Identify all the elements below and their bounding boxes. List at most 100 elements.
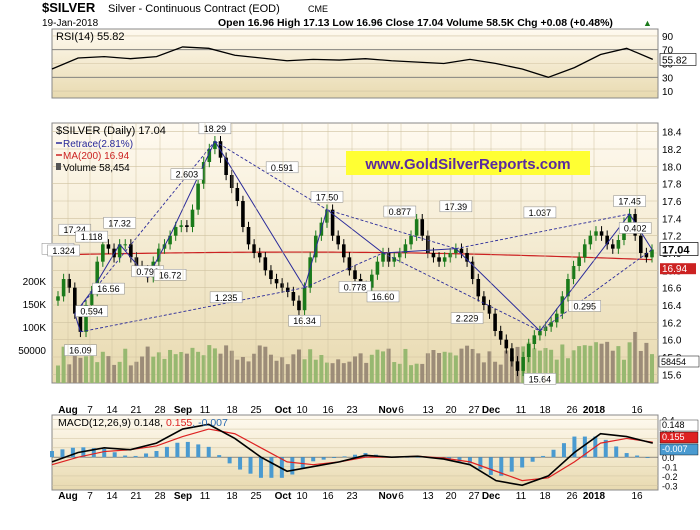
volume-bar (291, 354, 296, 383)
x-tick-label: 2018 (583, 405, 606, 416)
price-tick-label: 15.6 (662, 370, 682, 381)
price-label: 17.45 (618, 197, 641, 207)
price-chart: 18.418.218.017.817.617.417.217.016.816.6… (18, 122, 700, 385)
macd-histogram-bar (488, 457, 493, 475)
macd-histogram-bar (582, 436, 587, 458)
macd-histogram-bar (321, 457, 326, 460)
volume-bar (308, 349, 313, 383)
x-tick-label: 18 (539, 405, 551, 416)
candle-body (577, 257, 581, 266)
candle-body (392, 257, 397, 262)
volume-bar (151, 356, 156, 383)
volume-bar (56, 365, 60, 383)
macd-histogram-bar (645, 457, 650, 459)
volume-bar (168, 349, 173, 383)
candle-body (106, 244, 111, 249)
price-label-box (439, 200, 473, 213)
candle-body (157, 248, 161, 262)
volume-bar (358, 353, 363, 383)
candle-body (448, 253, 453, 258)
macd-histogram-bar (614, 446, 619, 458)
candle-body (302, 287, 307, 311)
price-label: 15.64 (529, 374, 552, 384)
candle-body (257, 253, 262, 258)
candle-body (409, 235, 413, 245)
volume-bar (95, 362, 100, 383)
volume-bar (431, 350, 436, 383)
macd-histogram-bar (499, 457, 504, 476)
candle-body (510, 348, 514, 362)
candle-body (431, 253, 436, 258)
volume-bar (207, 345, 212, 383)
volume-bar (409, 365, 414, 383)
volume-bar (319, 355, 324, 383)
candle-body (274, 279, 279, 284)
price-label: 16.60 (372, 292, 395, 302)
candle-body (252, 244, 256, 253)
candle-body (56, 296, 60, 301)
last-price-box (659, 242, 699, 256)
macd-histogram-bar (530, 457, 535, 462)
candle-body (616, 240, 621, 249)
volume-bar (224, 345, 229, 383)
price-label-box (75, 230, 108, 243)
candle-body (538, 331, 542, 336)
price-label-box (265, 161, 299, 174)
exchange-label: CME (308, 4, 328, 14)
candle-body (308, 257, 312, 288)
macd-line (51, 423, 653, 487)
rsi-tick-label: 90 (662, 32, 674, 43)
candle-body (370, 274, 374, 288)
price-label: 16.72 (159, 270, 182, 280)
volume-bar (72, 354, 77, 383)
candle-body (554, 313, 559, 323)
x-tick-label: 26 (566, 405, 578, 416)
candle-body (73, 287, 77, 314)
macd-histogram-bar (405, 457, 410, 458)
macd-histogram-bar (624, 453, 629, 458)
price-legend: Retrace(2.81%) MA(200) 16.94 Volume 58,4… (56, 139, 133, 174)
candle-body (470, 261, 475, 279)
macd-histogram-bar (300, 457, 305, 468)
x-tick-label: 13 (422, 405, 434, 416)
price-label: 2.603 (176, 170, 199, 180)
x-tick-label: 10 (296, 405, 308, 416)
rsi-title: RSI(14) 55.82 (56, 31, 124, 43)
volume-legend-swatch (56, 163, 61, 170)
macd-histogram-bar (467, 457, 472, 464)
volume-bar (263, 346, 268, 383)
candle-body (487, 305, 492, 314)
candle-body (129, 244, 133, 258)
macd-histogram-bar (144, 453, 149, 458)
candle-body (465, 253, 469, 262)
volume-bar (61, 346, 66, 383)
volume-bar (341, 363, 346, 383)
x-tick-label: Sep (174, 491, 192, 502)
volume-bar (296, 349, 301, 383)
candle-body (263, 257, 268, 271)
volume-bar (67, 364, 72, 383)
x-tick-label: 28 (154, 491, 166, 502)
volume-bar (156, 352, 161, 383)
volume-bar (347, 361, 352, 383)
x-tick-label: 10 (296, 491, 308, 502)
volume-bar (381, 351, 386, 383)
macd-histogram-bar (175, 442, 180, 458)
x-tick-label: 18 (226, 491, 238, 502)
volume-last-value: 58454 (661, 357, 686, 367)
candle-body (313, 235, 318, 258)
x-tick-label: 18 (226, 405, 238, 416)
retrace-dashed-line (326, 209, 456, 250)
last-price-value: 17.04 (662, 245, 690, 257)
x-tick-label: Nov (379, 491, 398, 502)
price-label-box (75, 305, 108, 317)
watermark[interactable]: www.GoldSilverReports.com (364, 156, 570, 173)
candle-body (638, 235, 643, 253)
candle-body (291, 292, 296, 301)
candle-body (414, 219, 419, 236)
x-tick-label: 21 (130, 405, 142, 416)
x-tick-label: 6 (398, 491, 404, 502)
candle-body (117, 244, 122, 258)
volume-bar (465, 345, 470, 383)
volume-bar (414, 363, 419, 383)
